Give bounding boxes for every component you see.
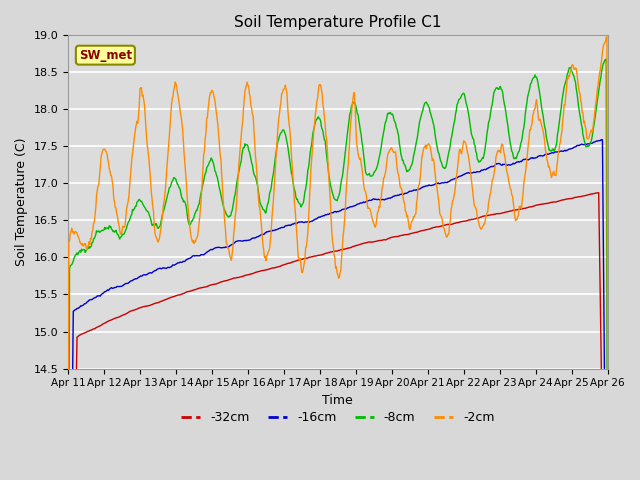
X-axis label: Time: Time (323, 394, 353, 407)
Legend: -32cm, -16cm, -8cm, -2cm: -32cm, -16cm, -8cm, -2cm (176, 406, 499, 429)
Y-axis label: Soil Temperature (C): Soil Temperature (C) (15, 138, 28, 266)
Text: SW_met: SW_met (79, 48, 132, 61)
Title: Soil Temperature Profile C1: Soil Temperature Profile C1 (234, 15, 442, 30)
